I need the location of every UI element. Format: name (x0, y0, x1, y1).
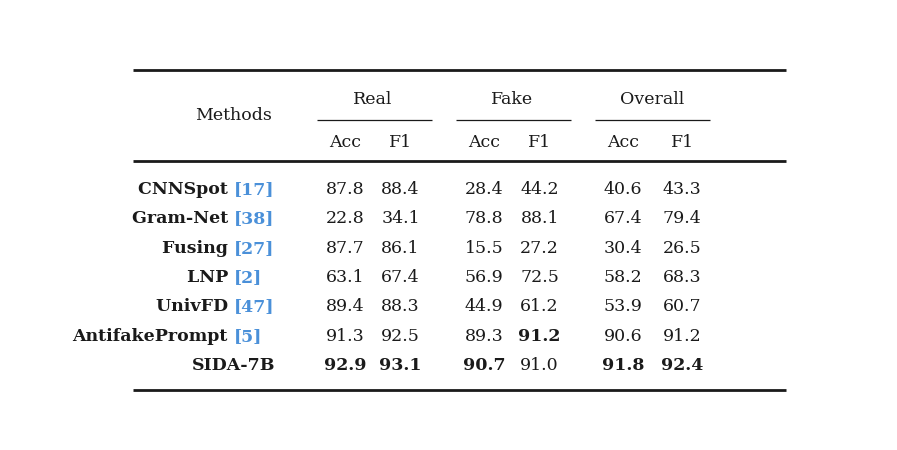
Text: AntifakePrompt: AntifakePrompt (73, 328, 234, 345)
Text: F1: F1 (671, 134, 693, 151)
Text: [17]: [17] (234, 180, 274, 198)
Text: 78.8: 78.8 (465, 210, 503, 227)
Text: 92.4: 92.4 (661, 357, 703, 374)
Text: Fusing: Fusing (161, 239, 234, 256)
Text: 22.8: 22.8 (326, 210, 364, 227)
Text: [38]: [38] (234, 210, 274, 227)
Text: 44.9: 44.9 (465, 298, 503, 315)
Text: 88.4: 88.4 (381, 180, 420, 198)
Text: 15.5: 15.5 (465, 239, 503, 256)
Text: Acc: Acc (468, 134, 500, 151)
Text: 56.9: 56.9 (465, 269, 503, 286)
Text: 44.2: 44.2 (520, 180, 559, 198)
Text: Overall: Overall (621, 90, 684, 108)
Text: 88.1: 88.1 (520, 210, 559, 227)
Text: 92.5: 92.5 (381, 328, 420, 345)
Text: 63.1: 63.1 (326, 269, 364, 286)
Text: Acc: Acc (329, 134, 361, 151)
Text: 91.0: 91.0 (520, 357, 559, 374)
Text: 88.3: 88.3 (381, 298, 420, 315)
Text: 89.4: 89.4 (326, 298, 364, 315)
Text: 90.6: 90.6 (604, 328, 642, 345)
Text: 40.6: 40.6 (604, 180, 642, 198)
Text: LNP: LNP (187, 269, 234, 286)
Text: [5]: [5] (234, 328, 262, 345)
Text: Fake: Fake (491, 90, 533, 108)
Text: 72.5: 72.5 (520, 269, 559, 286)
Text: [2]: [2] (234, 269, 262, 286)
Text: 89.3: 89.3 (465, 328, 503, 345)
Text: 91.2: 91.2 (518, 328, 561, 345)
Text: 30.4: 30.4 (604, 239, 642, 256)
Text: 91.3: 91.3 (326, 328, 364, 345)
Text: 90.7: 90.7 (463, 357, 505, 374)
Text: Acc: Acc (607, 134, 639, 151)
Text: 67.4: 67.4 (381, 269, 420, 286)
Text: UnivFD: UnivFD (156, 298, 234, 315)
Text: 87.7: 87.7 (326, 239, 364, 256)
Text: 92.9: 92.9 (324, 357, 366, 374)
Text: 87.8: 87.8 (326, 180, 364, 198)
Text: 67.4: 67.4 (604, 210, 642, 227)
Text: CNNSpot: CNNSpot (138, 180, 234, 198)
Text: F1: F1 (389, 134, 413, 151)
Text: 91.2: 91.2 (663, 328, 701, 345)
Text: Methods: Methods (196, 107, 272, 124)
Text: 60.7: 60.7 (663, 298, 701, 315)
Text: SIDA-7B: SIDA-7B (192, 357, 275, 374)
Text: 61.2: 61.2 (520, 298, 559, 315)
Text: 91.8: 91.8 (602, 357, 644, 374)
Text: Real: Real (353, 90, 393, 108)
Text: [27]: [27] (234, 239, 274, 256)
Text: F1: F1 (528, 134, 552, 151)
Text: 27.2: 27.2 (520, 239, 559, 256)
Text: 43.3: 43.3 (663, 180, 701, 198)
Text: 86.1: 86.1 (381, 239, 420, 256)
Text: 79.4: 79.4 (663, 210, 701, 227)
Text: 28.4: 28.4 (465, 180, 503, 198)
Text: 58.2: 58.2 (604, 269, 642, 286)
Text: 68.3: 68.3 (663, 269, 701, 286)
Text: [47]: [47] (234, 298, 274, 315)
Text: 26.5: 26.5 (663, 239, 701, 256)
Text: 34.1: 34.1 (381, 210, 420, 227)
Text: 93.1: 93.1 (379, 357, 422, 374)
Text: 53.9: 53.9 (604, 298, 642, 315)
Text: Gram-Net: Gram-Net (132, 210, 234, 227)
